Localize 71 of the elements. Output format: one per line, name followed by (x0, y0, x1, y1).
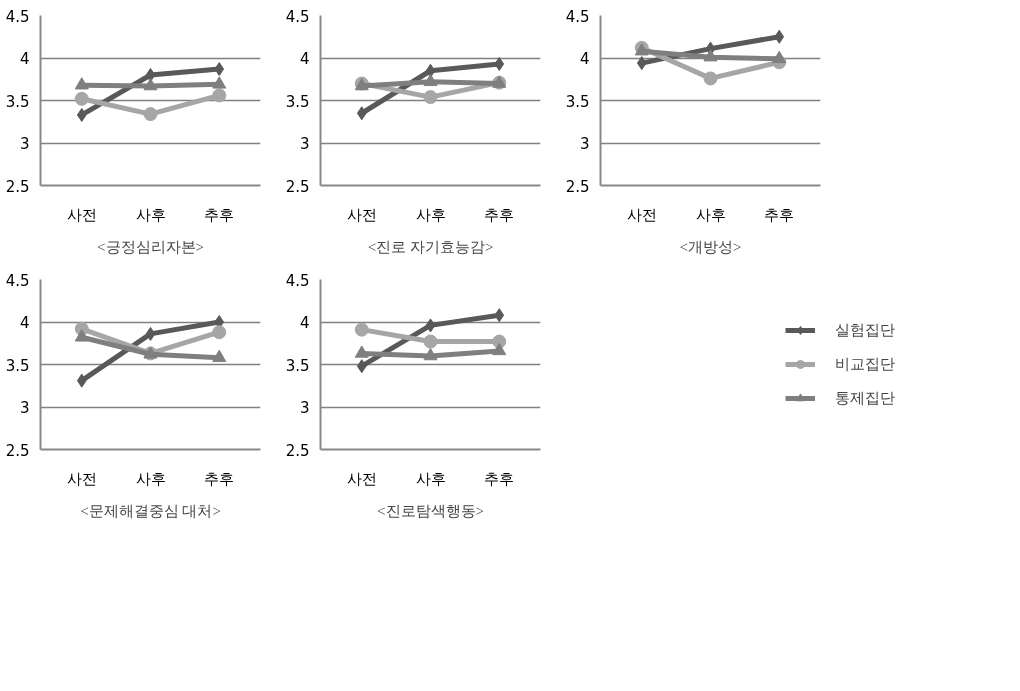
y-tick-label: 4 (579, 50, 590, 68)
point (774, 29, 785, 44)
point (145, 326, 156, 341)
text: <긍정심리자본> (97, 238, 204, 255)
point (494, 56, 505, 71)
y-tick-label: 3 (579, 135, 590, 153)
point (74, 77, 89, 90)
y-tick-label: 4 (299, 314, 310, 332)
x-tick-label: 추후 (764, 205, 795, 224)
x-tick-label: 사후 (415, 469, 446, 488)
y-tick-label: 2.5 (285, 441, 310, 460)
point (74, 91, 89, 106)
legend-label: 실험집단 (835, 320, 896, 340)
point (74, 329, 89, 342)
y-tick-label: 3.5 (565, 92, 590, 111)
point (212, 88, 227, 103)
point (423, 90, 438, 105)
y-tick-label: 2.5 (5, 441, 30, 460)
x-tick-label: 사후 (135, 205, 166, 224)
y-tick-label: 4.5 (5, 271, 30, 290)
x-tick-label: 사전 (66, 469, 97, 488)
legend-label: 비교집단 (835, 354, 896, 374)
point (76, 373, 87, 388)
point (636, 56, 647, 71)
point (76, 107, 87, 122)
y-tick-label: 4.5 (5, 7, 30, 26)
legend-label: 통제집단 (835, 388, 896, 408)
point (703, 71, 718, 86)
text: <진로탐색행동> (377, 502, 484, 519)
point (423, 73, 438, 87)
y-tick-label: 3.5 (285, 356, 310, 375)
y-tick-label: 2.5 (285, 177, 310, 196)
y-tick-label: 4 (299, 50, 310, 68)
x-tick-label: 사전 (626, 205, 657, 224)
point (703, 49, 718, 62)
x-tick-label: 추후 (484, 205, 515, 224)
point (143, 107, 158, 122)
text: <문제해결중심 대처> (80, 502, 221, 519)
x-tick-label: 사전 (66, 205, 97, 224)
point (356, 106, 367, 121)
x-tick-label: 사후 (135, 469, 166, 488)
x-tick-label: 사후 (415, 205, 446, 224)
x-tick-label: 사후 (695, 205, 726, 224)
x-tick-label: 사전 (346, 469, 377, 488)
y-tick-label: 3.5 (285, 92, 310, 111)
y-tick-label: 4 (19, 50, 30, 68)
y-tick-label: 3 (299, 135, 310, 153)
y-tick-label: 2.5 (565, 177, 590, 196)
text: <개방성> (679, 238, 742, 255)
y-tick-label: 3.5 (5, 356, 30, 375)
text: <진로 자기효능감> (367, 238, 494, 255)
point (214, 62, 225, 77)
y-tick-label: 4.5 (285, 7, 310, 26)
point (212, 349, 227, 362)
y-tick-label: 3 (19, 399, 30, 417)
y-tick-label: 3.5 (5, 92, 30, 111)
point (425, 63, 436, 78)
x-tick-label: 추후 (484, 469, 515, 488)
y-tick-label: 3 (19, 135, 30, 153)
y-tick-label: 3 (299, 399, 310, 417)
y-tick-label: 4 (19, 314, 30, 332)
x-tick-label: 추후 (204, 469, 235, 488)
y-tick-label: 4.5 (285, 271, 310, 290)
point (212, 325, 227, 340)
point (212, 76, 227, 89)
x-tick-label: 추후 (204, 205, 235, 224)
point (143, 78, 158, 91)
x-tick-label: 사전 (346, 205, 377, 224)
point (772, 50, 787, 64)
y-tick-label: 2.5 (5, 177, 30, 196)
y-tick-label: 4.5 (565, 7, 590, 26)
